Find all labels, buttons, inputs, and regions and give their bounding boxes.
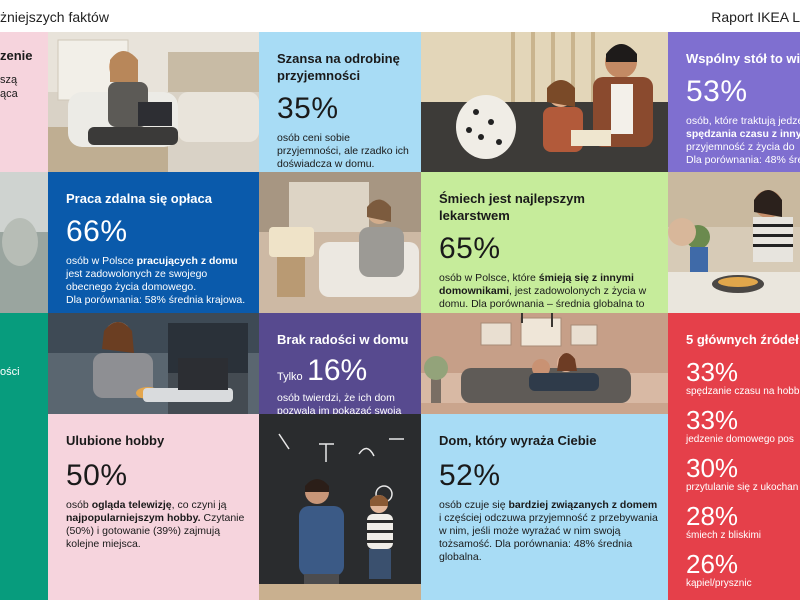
tile-e-prefix: Tylko [277,371,303,383]
source-value: 26% [686,549,739,579]
tile-favorite-hobby: Ulubione hobby 50% osób ogląda telewizję… [48,414,259,600]
photo-woman-laptop [48,32,259,172]
photo-woman-laptop-snacks [48,313,259,414]
tile-d-title: Śmiech jest najlepszym lekarstwem [439,191,585,223]
photo-woman-window [259,172,421,313]
source-item: 33% spędzanie czasu na hobb [686,357,800,398]
source-item: 33% jedzenie domowego pos [686,405,794,446]
partial-teal-tile-2 [0,414,48,600]
tile-e-title: Brak radości w domu [277,332,409,347]
partial-title: zenie [0,48,33,63]
source-value: 28% [686,501,739,531]
tile-f-title: 5 głównych źródeł p [686,332,800,347]
tile-home-expresses-you: Dom, który wyraża Ciebie 52% osób czuje … [421,414,668,600]
source-item: 28% śmiech z bliskimi [686,502,790,542]
source-label: śmiech z bliskimi [686,530,762,541]
tile-c-title: Praca zdalna się opłaca [66,191,212,206]
tile-h-title: Dom, który wyraża Ciebie [439,433,597,448]
source-label: kąpiel/prysznic [686,578,752,589]
tile-h-desc: osób czuje się bardziej związanych z dom… [439,499,658,563]
tile-c-value: 66% [66,215,128,248]
tile-b-value: 53% [686,75,748,108]
tile-d-desc: osób w Polsce, które śmieją się z innymi… [439,272,647,313]
header-right-title: Raport IKEA L [711,9,800,25]
tile-b-desc: osób, które traktują jedzenie spędzania … [686,115,800,166]
tile-e-desc: osób twierdzi, że ich dom pozwala im pok… [277,392,402,414]
tile-lack-of-joy: Brak radości w domu Tylko 16% osób twier… [259,313,421,414]
tile-remote-work: Praca zdalna się opłaca 66% osób w Polsc… [48,172,259,313]
partial-text-teal: ości [0,366,20,378]
partial-pink-tile: zenie szą ąca [0,32,48,172]
source-label: przytulanie się z ukochan [686,482,799,493]
photo-family-reading [421,32,668,172]
tile-top-five-sources: 5 głównych źródeł p 33% spędzanie czasu … [668,313,800,600]
tile-a-title: Szansa na odrobinę przyjemności [277,51,400,83]
partial-text-1: szą [0,74,18,86]
partial-teal-tile: ości [0,313,48,414]
tile-g-title: Ulubione hobby [66,433,165,448]
tile-a-value: 35% [277,92,339,125]
source-label: jedzenie domowego pos [686,434,794,445]
source-item: 26% kąpiel/prysznic [686,550,790,590]
tile-d-value: 65% [439,232,501,265]
tile-pleasure-chance: Szansa na odrobinę przyjemności 35% osób… [259,32,421,172]
photo-partial-left-2 [0,172,48,313]
partial-text-2: ąca [0,88,18,100]
source-value: 30% [686,453,739,483]
source-item: 30% przytulanie się z ukochan [686,453,799,494]
tile-a-desc: osób ceni sobie przyjemności, ale rzadko… [277,132,409,170]
source-value: 33% [686,405,739,435]
header-left-title: żniejszych faktów [0,9,109,25]
report-header: żniejszych faktów Raport IKEA L [0,0,800,32]
source-value: 33% [686,357,739,387]
source-label: spędzanie czasu na hobb [686,386,800,397]
tile-e-value: 16% [307,354,368,387]
tile-c-desc: osób w Polsce pracujących z domu jest za… [66,255,246,306]
tile-laughter: Śmiech jest najlepszym lekarstwem 65% os… [421,172,668,313]
tile-h-value: 52% [439,459,501,492]
photo-couple-sofa [421,313,668,414]
tile-g-desc: osób ogląda telewizję, co czyni ją najpo… [66,499,245,550]
photo-father-son-chalkboard [259,414,421,600]
tile-g-value: 50% [66,459,128,492]
tile-b-title: Wspólny stół to więc [686,51,800,66]
tile-shared-table: Wspólny stół to więc 53% osób, które tra… [668,32,800,172]
photo-dining-cooking [668,172,800,313]
